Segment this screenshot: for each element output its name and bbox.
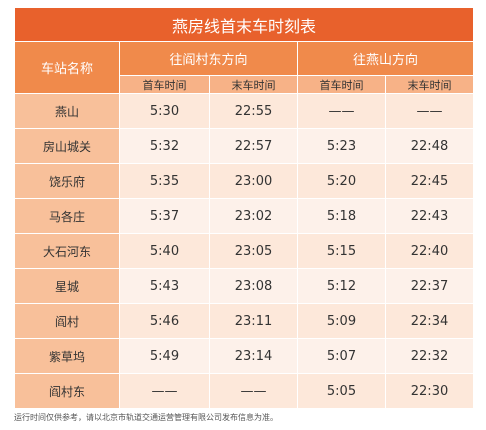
dir1-last-train-header: 末车时间 [209,75,298,94]
dir2-last-time: —— [384,93,475,129]
timetable: 燕房线首末车时刻表 车站名称 往阎村东方向 往燕山方向 首车时间 末车时间 首车… [13,7,475,409]
footnote: 运行时间仅供参考，请以北京市轨道交通运营管理有限公司发布信息为准。 [14,413,278,422]
dir1-last-time: 22:55 [209,93,298,129]
station-name: 大石河东 [14,233,120,269]
table-row: 星城 5:43 23:08 5:12 22:37 [14,268,475,304]
dir2-last-time: 22:40 [384,233,475,269]
dir2-last-time: 22:45 [384,163,475,199]
table-row: 阎村东 —— —— 5:05 22:30 [14,373,475,409]
dir1-last-time: 23:05 [209,233,298,269]
dir2-first-time: 5:12 [297,268,386,304]
table-row: 饶乐府 5:35 23:00 5:20 22:45 [14,163,475,199]
station-name: 阎村东 [14,373,120,409]
station-name: 房山城关 [14,128,120,164]
dir2-first-time: 5:05 [297,373,386,409]
dir2-last-time: 22:37 [384,268,475,304]
table-row: 阎村 5:46 23:11 5:09 22:34 [14,303,475,339]
dir1-first-time: 5:49 [119,338,210,374]
dir1-first-time: 5:32 [119,128,210,164]
table-row: 大石河东 5:40 23:05 5:15 22:40 [14,233,475,269]
table-row: 马各庄 5:37 23:02 5:18 22:43 [14,198,475,234]
dir2-last-time: 22:48 [384,128,475,164]
dir2-first-time: 5:09 [297,303,386,339]
station-name: 阎村 [14,303,120,339]
dir2-last-train-header: 末车时间 [384,75,475,94]
station-column-header: 车站名称 [14,41,120,94]
dir1-last-time: 23:14 [209,338,298,374]
dir2-last-time: 22:34 [384,303,475,339]
dir1-last-time: 23:00 [209,163,298,199]
dir1-first-time: 5:30 [119,93,210,129]
dir1-last-time: 23:11 [209,303,298,339]
dir1-last-time: —— [209,373,298,409]
table-row: 房山城关 5:32 22:57 5:23 22:48 [14,128,475,164]
direction-1-header: 往阎村东方向 [119,41,298,76]
station-name: 饶乐府 [14,163,120,199]
dir1-first-train-header: 首车时间 [119,75,210,94]
dir1-last-time: 23:02 [209,198,298,234]
dir1-first-time: 5:43 [119,268,210,304]
table-row: 紫草坞 5:49 23:14 5:07 22:32 [14,338,475,374]
table-title: 燕房线首末车时刻表 [13,7,475,42]
dir1-last-time: 22:57 [209,128,298,164]
dir2-first-time: 5:07 [297,338,386,374]
dir2-last-time: 22:30 [384,373,475,409]
dir2-first-time: 5:23 [297,128,386,164]
dir1-first-time: 5:40 [119,233,210,269]
dir1-first-time: 5:37 [119,198,210,234]
dir1-last-time: 23:08 [209,268,298,304]
dir2-first-time: 5:18 [297,198,386,234]
dir1-first-time: 5:35 [119,163,210,199]
station-name: 紫草坞 [14,338,120,374]
station-name: 马各庄 [14,198,120,234]
dir2-first-time: 5:20 [297,163,386,199]
table-row: 燕山 5:30 22:55 —— —— [14,93,475,129]
direction-2-header: 往燕山方向 [296,41,475,76]
dir1-first-time: —— [119,373,210,409]
dir2-last-time: 22:43 [384,198,475,234]
station-name: 星城 [14,268,120,304]
dir2-first-time: —— [297,93,386,129]
dir2-last-time: 22:32 [384,338,475,374]
dir2-first-time: 5:15 [297,233,386,269]
station-name: 燕山 [14,93,120,129]
dir2-first-train-header: 首车时间 [297,75,386,94]
dir1-first-time: 5:46 [119,303,210,339]
